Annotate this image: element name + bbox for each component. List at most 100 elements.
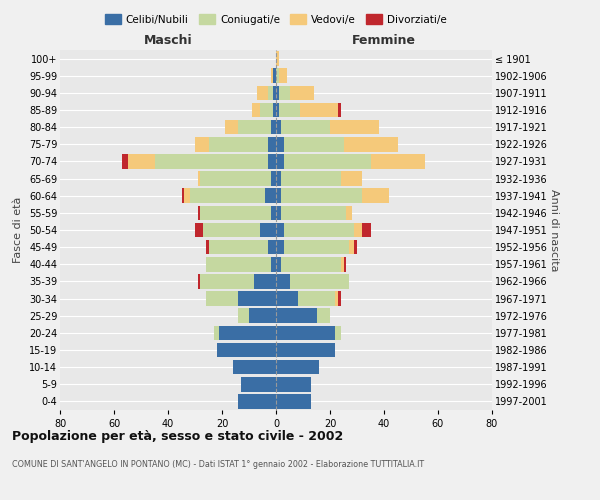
Bar (206, 257, 271, 272)
Bar (281, 188, 362, 203)
Bar (276, 102, 278, 118)
Bar (276, 360, 319, 374)
Bar (343, 137, 398, 152)
Y-axis label: Anni di nascita: Anni di nascita (549, 188, 559, 271)
Bar (252, 102, 260, 118)
Bar (281, 206, 346, 220)
Bar (284, 137, 343, 152)
Bar (276, 188, 281, 203)
Bar (276, 120, 281, 134)
Text: Femmine: Femmine (352, 34, 416, 46)
Bar (209, 240, 268, 254)
Bar (276, 257, 281, 272)
Bar (281, 257, 341, 272)
Text: COMUNE DI SANT'ANGELO IN PONTANO (MC) - Dati ISTAT 1° gennaio 2002 - Elaborazion: COMUNE DI SANT'ANGELO IN PONTANO (MC) - … (12, 460, 424, 469)
Bar (203, 222, 260, 238)
Bar (341, 172, 362, 186)
Bar (276, 86, 278, 100)
Bar (349, 240, 354, 254)
Text: Popolazione per età, sesso e stato civile - 2002: Popolazione per età, sesso e stato civil… (12, 430, 343, 443)
Bar (274, 86, 276, 100)
Bar (206, 292, 238, 306)
Bar (198, 172, 200, 186)
Bar (271, 172, 276, 186)
Bar (274, 68, 276, 83)
Bar (338, 102, 341, 118)
Bar (271, 120, 276, 134)
Text: Maschi: Maschi (143, 34, 193, 46)
Bar (260, 102, 274, 118)
Bar (278, 86, 290, 100)
Bar (122, 154, 128, 168)
Bar (184, 188, 190, 203)
Bar (354, 222, 362, 238)
Bar (198, 274, 200, 288)
Bar (276, 222, 284, 238)
Bar (233, 360, 276, 374)
Bar (335, 292, 338, 306)
Bar (276, 377, 311, 392)
Bar (290, 274, 349, 288)
Bar (268, 240, 276, 254)
Bar (271, 206, 276, 220)
Bar (278, 102, 301, 118)
Bar (354, 240, 357, 254)
Bar (276, 137, 284, 152)
Bar (182, 188, 184, 203)
Bar (276, 154, 284, 168)
Bar (276, 342, 335, 357)
Bar (284, 222, 354, 238)
Bar (249, 308, 276, 323)
Bar (241, 377, 276, 392)
Bar (278, 68, 287, 83)
Bar (238, 292, 276, 306)
Bar (220, 326, 276, 340)
Bar (238, 120, 271, 134)
Bar (317, 308, 330, 323)
Bar (276, 326, 335, 340)
Bar (276, 52, 278, 66)
Bar (341, 257, 343, 272)
Bar (214, 326, 220, 340)
Bar (268, 137, 276, 152)
Bar (200, 274, 254, 288)
Y-axis label: Fasce di età: Fasce di età (13, 197, 23, 263)
Bar (338, 292, 341, 306)
Bar (195, 137, 209, 152)
Bar (346, 206, 352, 220)
Bar (335, 326, 341, 340)
Bar (128, 154, 155, 168)
Bar (190, 188, 265, 203)
Bar (238, 394, 276, 408)
Bar (200, 172, 271, 186)
Bar (195, 222, 203, 238)
Bar (276, 240, 284, 254)
Bar (281, 172, 341, 186)
Bar (276, 292, 298, 306)
Bar (274, 102, 276, 118)
Bar (217, 342, 276, 357)
Bar (155, 154, 268, 168)
Bar (301, 102, 338, 118)
Bar (290, 86, 314, 100)
Bar (330, 120, 379, 134)
Bar (238, 308, 249, 323)
Bar (276, 308, 317, 323)
Bar (371, 154, 425, 168)
Bar (260, 222, 276, 238)
Bar (209, 137, 268, 152)
Bar (206, 240, 209, 254)
Legend: Celibi/Nubili, Coniugati/e, Vedovi/e, Divorziati/e: Celibi/Nubili, Coniugati/e, Vedovi/e, Di… (101, 10, 451, 29)
Bar (271, 257, 276, 272)
Bar (268, 154, 276, 168)
Bar (265, 188, 276, 203)
Bar (284, 154, 371, 168)
Bar (198, 206, 200, 220)
Bar (271, 68, 274, 83)
Bar (257, 86, 268, 100)
Bar (362, 188, 389, 203)
Bar (281, 120, 330, 134)
Bar (298, 292, 335, 306)
Bar (276, 394, 311, 408)
Bar (224, 120, 238, 134)
